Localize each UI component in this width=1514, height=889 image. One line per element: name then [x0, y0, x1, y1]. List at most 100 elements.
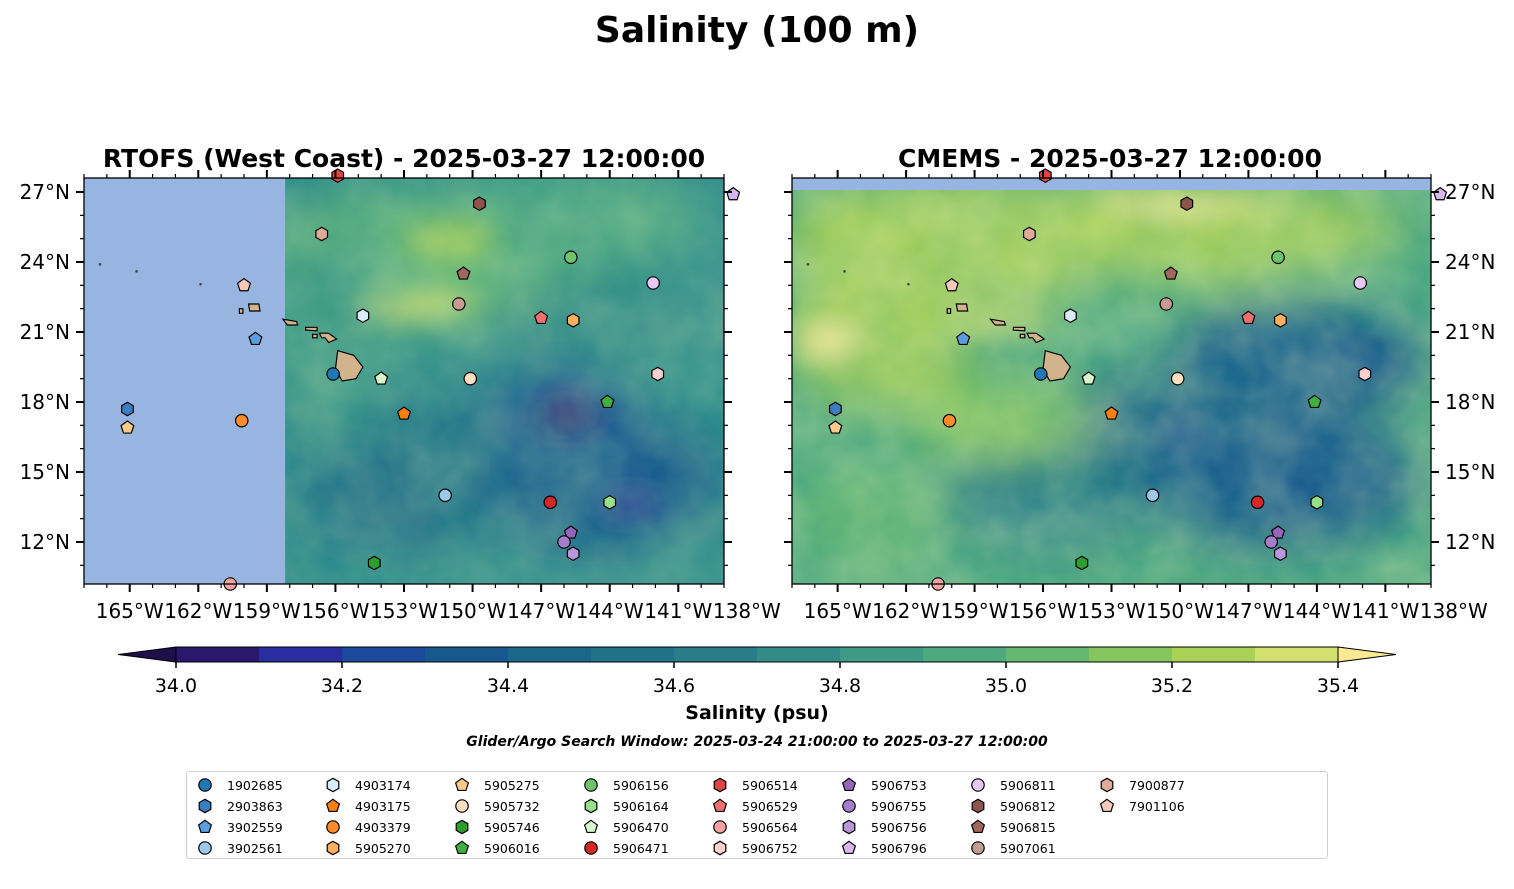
legend-label: 5906796	[871, 840, 927, 856]
colorbar-bin	[840, 647, 924, 662]
legend-label: 5906470	[613, 819, 669, 835]
floats-rtofs	[120, 168, 741, 591]
legend-marker-5906156	[584, 778, 598, 792]
panel-rtofs-title: RTOFS (West Coast) - 2025-03-27 12:00:00	[103, 144, 705, 173]
float-5907061	[1159, 297, 1174, 311]
legend-marker	[584, 778, 598, 792]
island-2	[305, 326, 318, 332]
float-3902561	[438, 488, 452, 503]
float-5906811	[646, 276, 660, 290]
island-2	[1012, 326, 1026, 332]
legend-item-5906755: 5906755	[839, 796, 927, 816]
legend-label: 4903175	[355, 798, 411, 814]
legend-marker	[970, 819, 986, 834]
search-window-note: Glider/Argo Search Window: 2025-03-24 21…	[466, 734, 1048, 750]
legend-label: 4903174	[355, 777, 411, 793]
colorbar-under-extend	[117, 646, 177, 663]
float-5905270	[566, 312, 580, 328]
colorbar-tick-label: 35.0	[985, 675, 1027, 697]
islet-1	[843, 270, 846, 273]
float-7901106	[236, 277, 252, 292]
colorbar-bin	[1255, 647, 1339, 662]
lon-tick-label: 141°W	[1351, 599, 1419, 623]
float-5906470	[374, 371, 389, 385]
land-rtofs	[98, 263, 364, 382]
legend-label: 5905275	[484, 777, 540, 793]
legend-label: 5906529	[742, 798, 798, 814]
float-5906016	[1307, 394, 1322, 409]
float-2903863	[828, 401, 842, 417]
panel-rtofs: RTOFS (West Coast) - 2025-03-27 12:00:00	[20, 144, 781, 623]
legend-marker	[841, 777, 857, 792]
legend-marker	[326, 840, 340, 856]
colorbar: 34.0 34.2 34.4 34.6 34.8 35.0 35.2 35.4	[117, 646, 1397, 697]
legend-item-7900877: 7900877	[1097, 775, 1185, 795]
lon-tick-label: 138°W	[713, 599, 781, 623]
legend-label: 3902561	[227, 840, 283, 856]
float-5905732	[1170, 371, 1185, 386]
colorbar-over-extend	[1337, 646, 1397, 663]
legend-item-5905746: 5905746	[452, 817, 540, 837]
colorbar-bin	[1089, 647, 1173, 662]
legend-label: 4903379	[355, 819, 411, 835]
legend-marker	[1100, 777, 1114, 793]
panel-cmems-title: CMEMS - 2025-03-27 12:00:00	[898, 144, 1322, 173]
float-5906755	[1264, 535, 1279, 549]
legend-item-5905275: 5905275	[452, 775, 540, 795]
float-5906016	[600, 394, 615, 409]
float-4903379	[234, 413, 249, 428]
float-5906752	[651, 366, 665, 382]
legend-marker-2903863	[198, 798, 212, 814]
island-3	[989, 318, 1007, 326]
legend-marker-5906470	[583, 819, 599, 834]
lat-tick-label: 18°N	[1445, 390, 1495, 414]
colorbar-tick-label: 34.2	[321, 675, 363, 697]
legend-marker	[455, 819, 469, 835]
legend-marker	[842, 799, 856, 813]
legend-item-5906016: 5906016	[452, 838, 540, 858]
float-5906755	[557, 535, 571, 549]
lon-tick-label: 165°W	[96, 599, 164, 623]
float-5906514	[331, 168, 345, 184]
colorbar-tick-label: 34.6	[653, 675, 695, 697]
legend-item-5906470: 5906470	[581, 817, 669, 837]
legend-marker-5906752	[713, 840, 727, 856]
legend-item-5905270: 5905270	[323, 838, 411, 858]
float-5906753	[1271, 525, 1286, 539]
float-5906752	[1358, 366, 1372, 382]
legend-item-5906796: 5906796	[839, 838, 927, 858]
lon-tick-label: 153°W	[1078, 599, 1146, 623]
legend-marker-5906471	[584, 841, 598, 855]
colorbar-label: Salinity (psu)	[685, 702, 828, 724]
lon-tick-label: 144°W	[1283, 599, 1351, 623]
lon-tick-label: 144°W	[576, 599, 644, 623]
float-5905275	[828, 420, 843, 434]
legend-marker-5906756	[842, 819, 856, 835]
lon-tick-label: 162°W	[164, 599, 232, 623]
float-5905746	[1075, 555, 1089, 571]
legend-label: 7900877	[1129, 777, 1185, 793]
legend-marker	[455, 799, 469, 813]
legend-item-5906752: 5906752	[710, 838, 798, 858]
legend-item-5906514: 5906514	[710, 775, 798, 795]
float-5906470	[1081, 371, 1096, 385]
lon-tick-label: 150°W	[439, 599, 507, 623]
colorbar-bin	[259, 647, 343, 662]
island-3	[281, 318, 299, 326]
figure-title: Salinity (100 m)	[595, 10, 919, 51]
legend-item-5906812: 5906812	[968, 796, 1056, 816]
legend-marker-3902559	[197, 819, 213, 834]
lat-tick-label: 21°N	[1445, 320, 1495, 344]
legend-marker-5906514	[713, 777, 727, 793]
float-3902561	[1145, 488, 1160, 503]
lon-tick-label: 147°W	[507, 599, 575, 623]
legend-marker-5906016	[454, 840, 470, 855]
island-6	[312, 333, 318, 339]
lat-tick-label: 27°N	[1445, 180, 1495, 204]
legend-item-5907061: 5907061	[968, 838, 1056, 858]
legend-label: 3902559	[227, 819, 283, 835]
legend-label: 5906811	[1000, 777, 1056, 793]
legend-marker	[1099, 798, 1115, 813]
colorbar-bin	[923, 647, 1007, 662]
legend-marker-5905732	[455, 799, 469, 813]
